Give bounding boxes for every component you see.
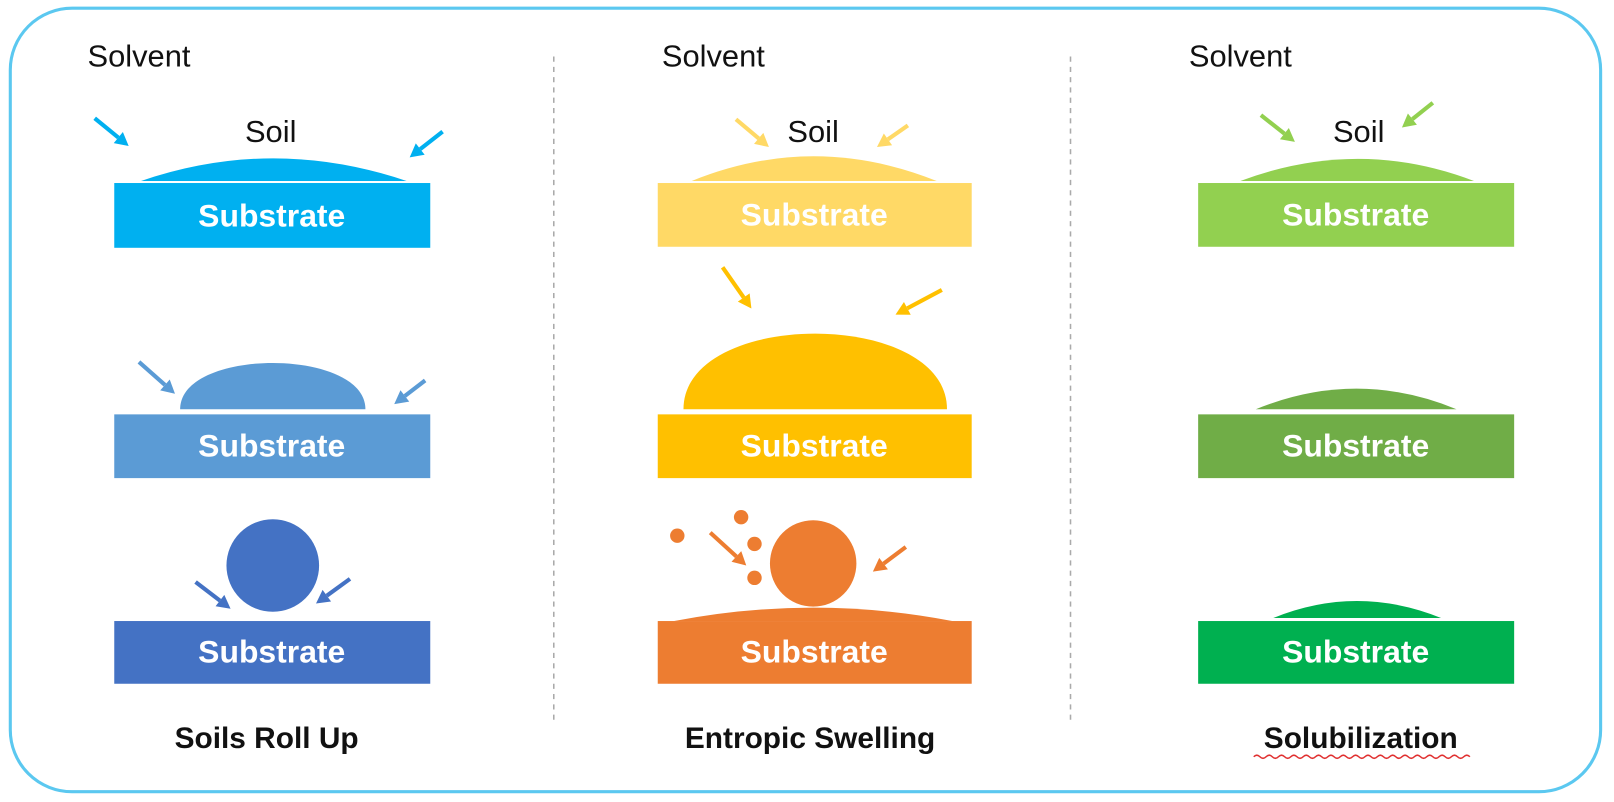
soil-label: Soil — [1333, 114, 1384, 149]
solvent-label: Solvent — [1189, 39, 1292, 74]
soil — [683, 334, 947, 410]
arrow — [95, 118, 129, 146]
arrow — [196, 582, 231, 609]
arrow-shaft — [420, 132, 442, 149]
substrate-label: Substrate — [1282, 633, 1429, 669]
soil-base — [674, 608, 952, 621]
solvent-label: Solvent — [662, 39, 765, 74]
substrate-label: Substrate — [741, 196, 888, 232]
diagram: Solvent Soil Substrate Substrate Substra… — [0, 0, 1614, 802]
soil — [1273, 601, 1441, 618]
soil-label: Soil — [787, 114, 838, 149]
soil-particle — [734, 510, 748, 524]
arrow-shaft — [736, 119, 759, 138]
soil-particle — [747, 571, 761, 585]
soil-particle — [670, 528, 684, 542]
soil — [1256, 389, 1457, 410]
solvent-label: Solvent — [87, 39, 190, 74]
arrow — [873, 547, 906, 572]
soil — [141, 158, 407, 181]
arrow-shaft — [327, 579, 350, 596]
arrow-shaft — [888, 125, 908, 139]
soil — [1240, 159, 1474, 181]
substrate-label: Substrate — [741, 428, 888, 464]
arrow-shaft — [1261, 115, 1284, 133]
spell-underline — [1254, 755, 1470, 758]
substrate-label: Substrate — [198, 428, 345, 464]
substrate-label: Substrate — [1282, 428, 1429, 464]
arrow-shaft — [884, 547, 906, 564]
caption: Entropic Swelling — [685, 722, 935, 755]
arrow — [1261, 115, 1295, 142]
page: {"columns": [ {"solvent": "Solvent", "so… — [0, 0, 1614, 802]
arrow — [710, 533, 746, 566]
soil — [180, 363, 365, 409]
arrow — [316, 579, 350, 604]
arrow-shaft — [723, 267, 744, 297]
substrate-label: Substrate — [741, 633, 888, 669]
arrow-shaft — [1412, 103, 1432, 119]
arrow — [896, 290, 942, 315]
arrow — [877, 125, 908, 147]
arrow — [394, 380, 425, 404]
arrow — [723, 267, 752, 308]
caption: Soils Roll Up — [175, 722, 359, 755]
arrow — [410, 132, 443, 158]
arrow — [1402, 103, 1433, 128]
substrate-label: Substrate — [198, 197, 345, 233]
soil-label: Soil — [245, 114, 296, 149]
soil — [226, 519, 319, 612]
arrow-shaft — [907, 290, 942, 308]
soil-particle — [747, 537, 761, 551]
arrow — [736, 119, 769, 147]
substrate-label: Substrate — [198, 633, 345, 669]
arrow-shaft — [95, 118, 119, 137]
soil — [692, 156, 937, 181]
arrow-shaft — [196, 582, 220, 601]
soil — [770, 520, 856, 606]
caption: Solubilization — [1264, 722, 1458, 755]
substrate-label: Substrate — [1282, 196, 1429, 232]
arrow-shaft — [405, 380, 425, 396]
arrow-shaft — [139, 362, 165, 385]
arrow — [139, 362, 175, 394]
arrow-shaft — [710, 533, 736, 557]
